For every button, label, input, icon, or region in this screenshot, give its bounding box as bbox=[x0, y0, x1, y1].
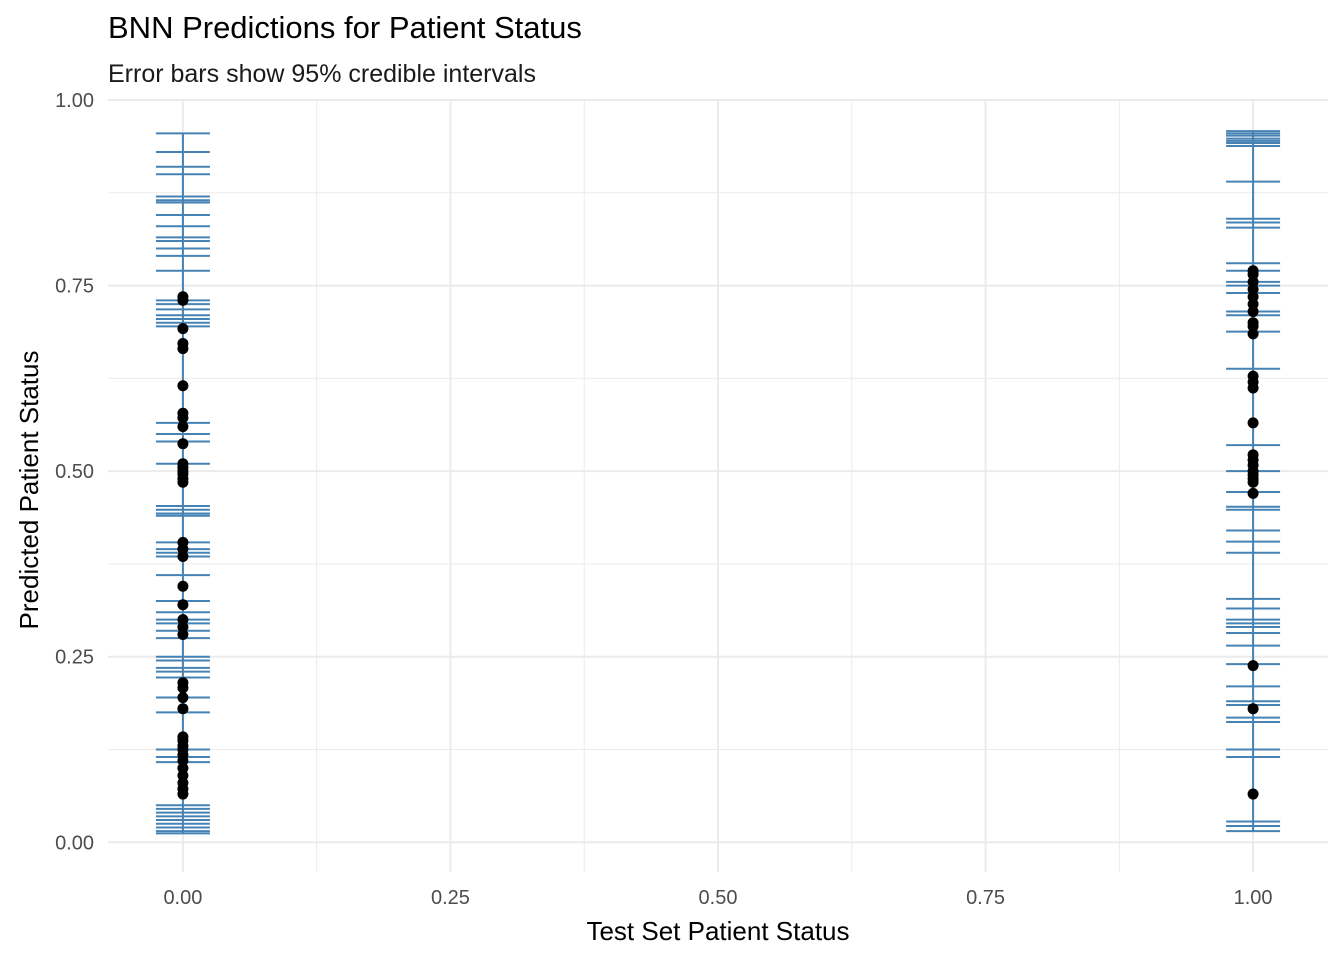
data-point bbox=[177, 380, 189, 392]
data-point bbox=[177, 294, 189, 306]
data-point bbox=[1247, 306, 1259, 318]
data-point bbox=[177, 476, 189, 488]
data-point bbox=[177, 628, 189, 640]
data-point bbox=[177, 438, 189, 450]
data-point bbox=[177, 692, 189, 704]
data-point bbox=[1247, 660, 1259, 672]
data-point bbox=[1247, 382, 1259, 394]
data-point bbox=[177, 421, 189, 433]
data-point bbox=[1247, 328, 1259, 340]
y-tick-labels: 0.00 0.25 0.50 0.75 1.00 bbox=[55, 90, 94, 854]
y-tick-label: 1.00 bbox=[55, 90, 94, 112]
data-point bbox=[177, 323, 189, 335]
data-point bbox=[1247, 487, 1259, 499]
data-point bbox=[1247, 417, 1259, 429]
data-point bbox=[177, 788, 189, 800]
y-axis-title: Predicted Patient Status bbox=[14, 351, 44, 630]
y-tick-label: 0.50 bbox=[55, 461, 94, 483]
points bbox=[177, 265, 1259, 800]
data-point bbox=[177, 551, 189, 563]
x-tick-label: 0.50 bbox=[699, 887, 738, 909]
data-point bbox=[177, 343, 189, 355]
x-tick-label: 0.75 bbox=[966, 887, 1005, 909]
x-tick-label: 1.00 bbox=[1234, 887, 1273, 909]
y-tick-label: 0.00 bbox=[55, 832, 94, 854]
x-tick-label: 0.00 bbox=[163, 887, 202, 909]
y-tick-label: 0.25 bbox=[55, 647, 94, 669]
data-point bbox=[177, 703, 189, 715]
grid-layer bbox=[108, 99, 1328, 872]
data-point bbox=[1247, 476, 1259, 488]
x-axis-title: Test Set Patient Status bbox=[586, 916, 849, 946]
data-point bbox=[1247, 703, 1259, 715]
data-point bbox=[177, 599, 189, 611]
chart-title: BNN Predictions for Patient Status bbox=[108, 10, 582, 45]
data-point bbox=[177, 682, 189, 694]
data-point bbox=[177, 580, 189, 592]
chart-subtitle: Error bars show 95% credible intervals bbox=[108, 60, 536, 88]
data-point bbox=[1247, 788, 1259, 800]
data-point bbox=[177, 412, 189, 424]
x-tick-label: 0.25 bbox=[431, 887, 470, 909]
y-tick-label: 0.75 bbox=[55, 276, 94, 298]
x-tick-labels: 0.00 0.25 0.50 0.75 1.00 bbox=[163, 887, 1272, 909]
